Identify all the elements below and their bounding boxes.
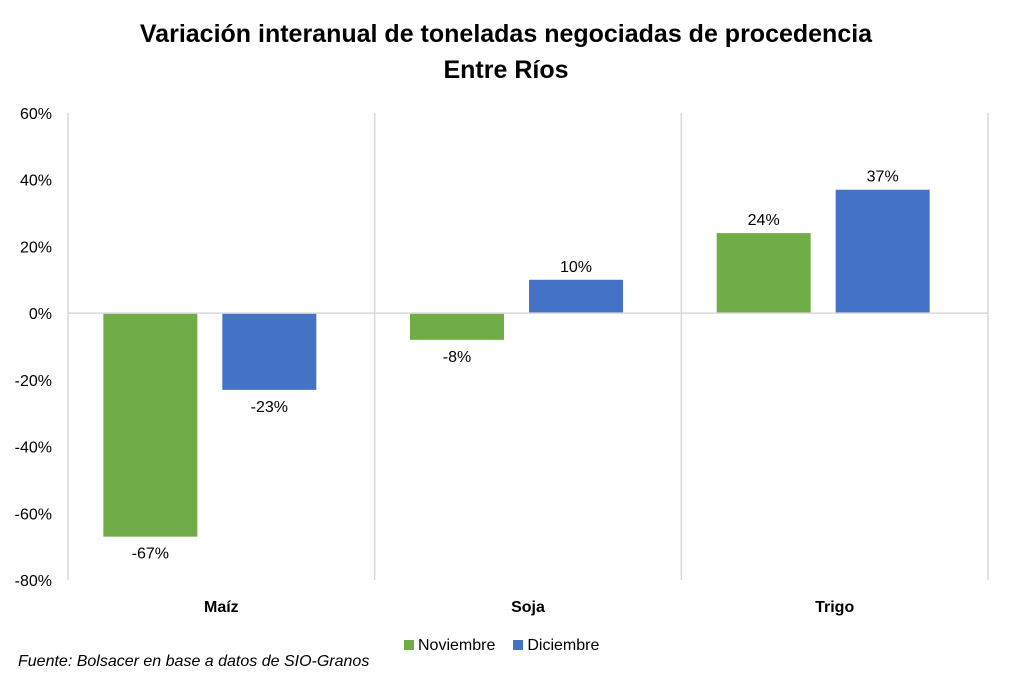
chart-subtitle: Entre Ríos (443, 56, 569, 84)
x-tick-label: Trigo (815, 599, 854, 616)
data-label: 37% (867, 169, 899, 186)
data-label: -8% (443, 349, 471, 366)
legend-item-noviembre: Noviembre (404, 637, 495, 655)
y-tick-label: -20% (15, 373, 52, 390)
data-label: -67% (132, 546, 169, 563)
legend-label-noviembre: Noviembre (418, 637, 496, 654)
y-tick-label: 40% (20, 173, 52, 190)
legend: Noviembre Diciembre (404, 637, 599, 655)
y-tick-label: 0% (29, 306, 52, 323)
bar-diciembre-0 (222, 313, 317, 390)
bar-noviembre-1 (410, 313, 504, 340)
data-label: 10% (560, 259, 592, 276)
legend-item-diciembre: Diciembre (513, 637, 599, 655)
data-label: -23% (251, 399, 288, 416)
legend-swatch-noviembre (404, 640, 414, 650)
y-tick-label: -60% (15, 506, 52, 523)
y-tick-label: -80% (15, 573, 52, 590)
bar-diciembre-1 (529, 279, 623, 314)
x-tick-label: Maíz (204, 599, 239, 616)
y-tick-label: 60% (20, 106, 52, 123)
legend-label-diciembre: Diciembre (527, 637, 600, 654)
bar-noviembre-2 (716, 233, 811, 314)
data-label: 24% (748, 212, 780, 229)
bar-diciembre-2 (835, 189, 930, 314)
legend-swatch-diciembre (513, 640, 524, 650)
y-tick-label: 20% (20, 239, 52, 256)
chart-title: Variación interanual de toneladas negoci… (139, 20, 873, 48)
y-tick-label: -40% (15, 440, 52, 457)
x-tick-label: Soja (511, 599, 545, 616)
source-note: Fuente: Bolsacer en base a datos de SIO-… (18, 653, 370, 670)
bar-noviembre-0 (103, 313, 198, 537)
